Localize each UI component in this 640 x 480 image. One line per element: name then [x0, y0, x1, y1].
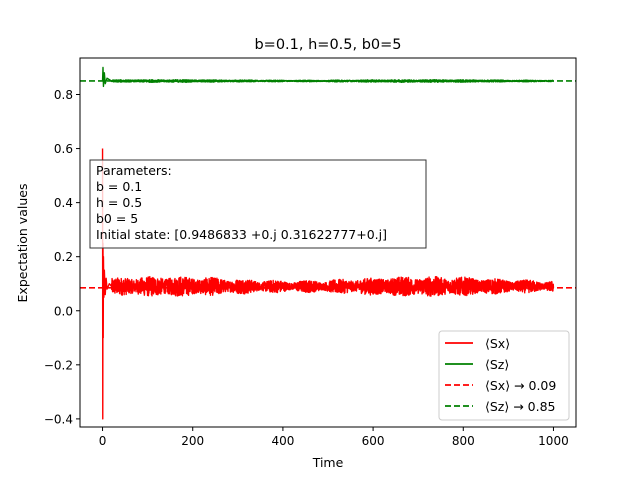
- series-line-sx: [101, 148, 555, 420]
- legend-label-sx: ⟨Sx⟩: [485, 336, 510, 351]
- plot-area: [79, 57, 577, 428]
- axes-frame: [79, 57, 577, 428]
- annotation-line: b0 = 5: [96, 211, 138, 226]
- annotation-line: b = 0.1: [96, 179, 142, 194]
- legend-label-sx-limit: ⟨Sx⟩ → 0.09: [485, 378, 556, 393]
- y-tick-label: 0.8: [54, 88, 73, 102]
- y-tick-label: −0.4: [44, 412, 73, 426]
- y-tick-label: 0.6: [54, 142, 73, 156]
- y-tick-label: 0.0: [54, 304, 73, 318]
- legend-frame: [438, 330, 570, 421]
- annotation-line: Initial state: [0.9486833 +0.j 0.3162277…: [96, 227, 387, 242]
- y-tick-label: 0.2: [54, 250, 73, 264]
- legend: ⟨Sx⟩ ⟨Sz⟩ ⟨Sx⟩ → 0.09 ⟨Sz⟩ → 0.85: [438, 330, 570, 421]
- legend-label-sz-limit: ⟨Sz⟩ → 0.85: [485, 399, 556, 414]
- x-axis-label: Time: [312, 455, 344, 470]
- parameters-annotation: Parameters: b = 0.1 h = 0.5 b0 = 5 Initi…: [89, 159, 427, 249]
- reference-lines: [80, 80, 576, 289]
- y-tick-label: 0.4: [54, 196, 73, 210]
- x-axis: 0 200 400 600 800 1000: [99, 427, 569, 448]
- x-tick-label: 200: [181, 434, 204, 448]
- x-tick-label: 0: [99, 434, 107, 448]
- annotation-line: Parameters:: [96, 163, 172, 178]
- annotation-line: h = 0.5: [96, 195, 142, 210]
- x-tick-label: 600: [362, 434, 385, 448]
- x-tick-label: 800: [452, 434, 475, 448]
- y-tick-label: −0.2: [44, 358, 73, 372]
- annotation-frame: [89, 159, 427, 249]
- chart-title: b=0.1, h=0.5, b0=5: [254, 37, 401, 53]
- y-axis-label: Expectation values: [15, 184, 30, 303]
- x-tick-label: 400: [271, 434, 294, 448]
- y-axis: −0.4 −0.2 0.0 0.2 0.4 0.6 0.8: [44, 88, 80, 426]
- x-tick-label: 1000: [538, 434, 569, 448]
- legend-label-sz: ⟨Sz⟩: [485, 357, 509, 372]
